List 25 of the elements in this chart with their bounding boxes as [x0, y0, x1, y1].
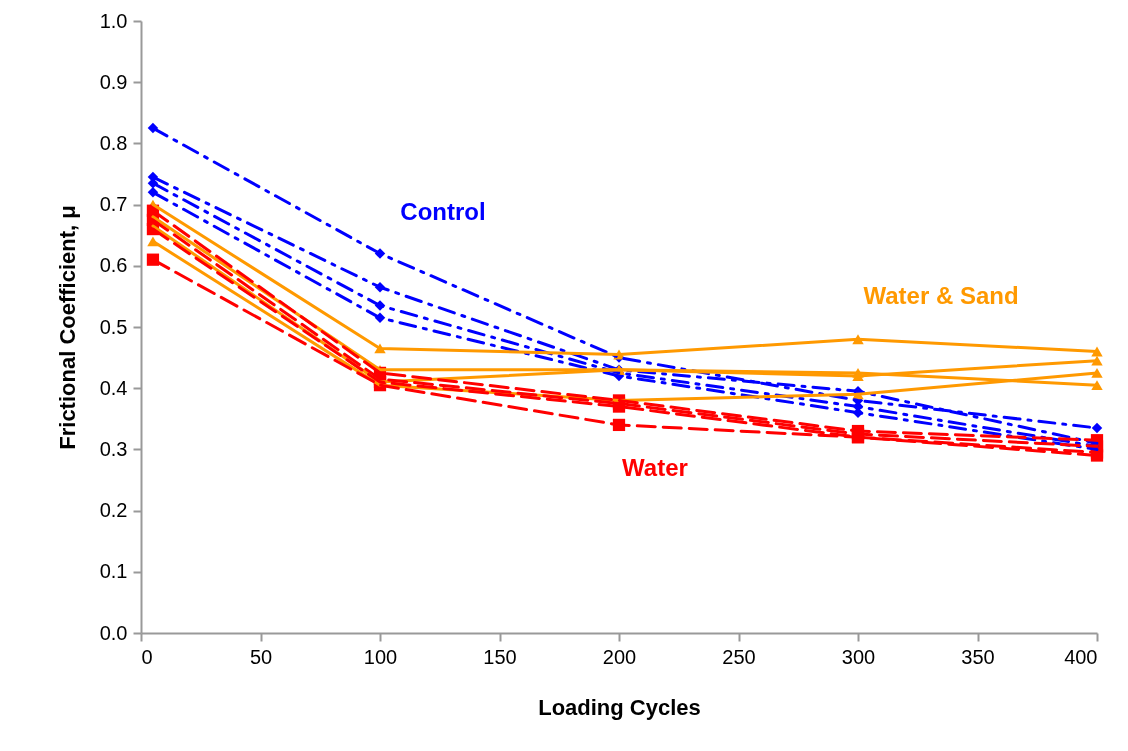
y-tick-label: 0.9	[99, 70, 128, 93]
annotation: Water	[622, 454, 688, 481]
y-tick-label: 1.0	[99, 9, 128, 32]
x-axis-title: Loading Cycles	[538, 694, 701, 720]
y-tick-label: 0.4	[99, 376, 128, 399]
annotation: Control	[400, 198, 486, 225]
y-tick-label: 0.5	[99, 315, 128, 338]
x-tick-label: 350	[961, 645, 995, 668]
y-tick-label: 0.1	[99, 560, 128, 583]
x-tick-label: 400	[1064, 645, 1098, 668]
y-tick-label: 0.7	[99, 193, 128, 216]
y-tick-label: 0.8	[99, 131, 128, 154]
y-axis-title: Frictional Coefficient, μ	[54, 205, 80, 450]
y-tick-label: 0.3	[99, 437, 128, 460]
x-tick-label: 100	[363, 645, 398, 668]
y-tick-label: 0.6	[99, 254, 128, 277]
annotation: Water & Sand	[863, 282, 1019, 309]
x-tick-label: 300	[841, 645, 876, 668]
x-tick-label: 150	[483, 645, 517, 668]
x-tick-label: 0	[141, 645, 153, 668]
y-tick-label: 0.0	[99, 621, 128, 644]
x-tick-label: 50	[249, 645, 273, 668]
x-tick-label: 200	[602, 645, 637, 668]
y-tick-label: 0.2	[99, 499, 128, 522]
x-tick-label: 250	[722, 645, 756, 668]
